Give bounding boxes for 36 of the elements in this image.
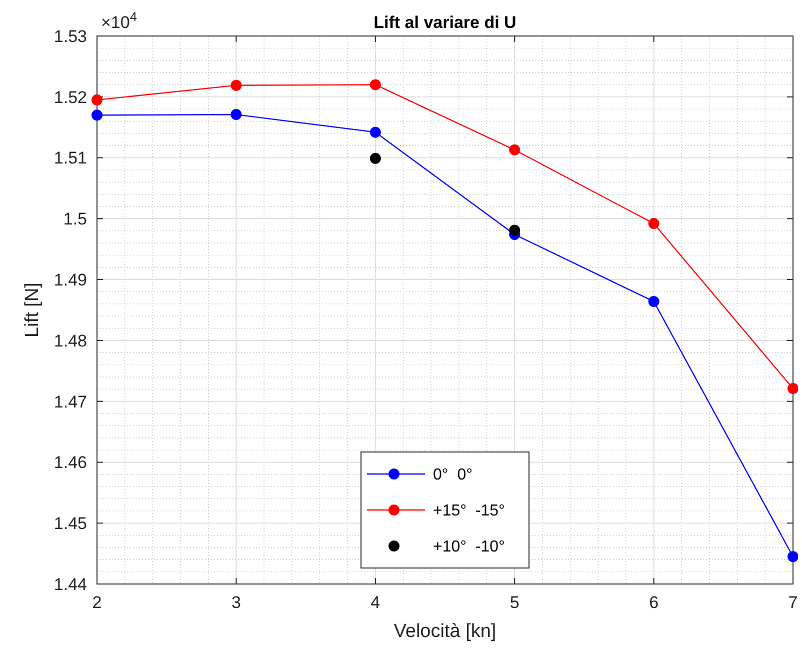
point (788, 551, 798, 562)
point (92, 94, 102, 106)
x-tick-label: 4 (370, 593, 380, 612)
point (230, 80, 242, 91)
legend-label: +10° -10° (433, 538, 505, 556)
legend-label: +15° -15° (433, 502, 505, 520)
y-axis-title: Lift [N] (22, 282, 43, 338)
y-tick-label: 1.48 (54, 331, 87, 350)
point (509, 144, 520, 156)
point (370, 126, 381, 138)
point (648, 296, 660, 307)
legend-label: 0° 0° (433, 466, 472, 484)
y-tick-label: 1.5 (63, 210, 87, 229)
chart-title: Lift al variare di U (374, 13, 516, 32)
x-tick-label: 3 (231, 593, 241, 612)
point (370, 152, 381, 164)
y-tick-label: 1.52 (54, 88, 87, 107)
y-tick-label: 1.46 (54, 453, 87, 472)
y-tick-label: 1.47 (54, 392, 87, 412)
x-tick-label: 7 (788, 593, 798, 612)
y-tick-label: 1.45 (54, 514, 87, 534)
x-axis-title: Velocità [kn] (394, 621, 496, 642)
point (509, 224, 520, 236)
point (788, 383, 798, 394)
point (648, 218, 660, 230)
y-tick-label: 1.51 (54, 148, 87, 168)
y-tick-label: 1.49 (54, 270, 87, 290)
x-tick-label: 6 (649, 593, 659, 612)
point (230, 109, 242, 120)
point (370, 79, 381, 90)
point (92, 110, 102, 121)
x-tick-label: 5 (510, 593, 520, 612)
y-tick-label: 1.53 (54, 26, 87, 46)
y-tick-label: 1.44 (54, 574, 87, 594)
x-tick-label: 2 (92, 593, 102, 612)
text: ×10$^{4}$ (101, 8, 137, 32)
